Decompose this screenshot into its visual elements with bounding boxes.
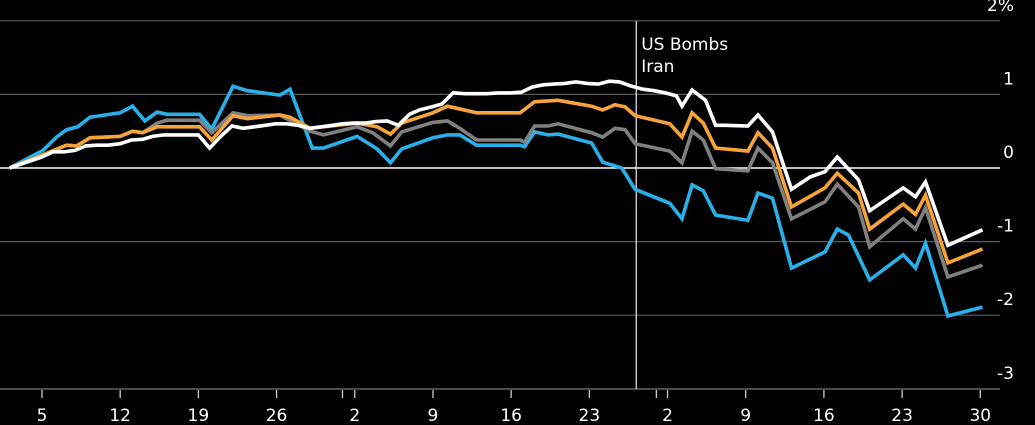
annotation-line-2: Iran <box>641 57 674 77</box>
annotation-line-1: US Bombs <box>641 35 728 55</box>
y-tick-label: -3 <box>997 364 1014 384</box>
series-line-orange <box>8 98 984 266</box>
x-tick-label: 9 <box>428 406 439 425</box>
y-tick-label: 1 <box>1003 69 1014 89</box>
y-tick-label: -1 <box>997 217 1014 237</box>
y-tick-label: 2% <box>987 0 1014 16</box>
series-line-white <box>9 79 984 248</box>
x-tick-label: 19 <box>188 406 210 425</box>
x-tick-label: 12 <box>109 406 131 425</box>
x-tick-label: 5 <box>37 406 48 425</box>
y-tick-label: 0 <box>1003 143 1014 163</box>
x-tick-label: 16 <box>500 406 522 425</box>
x-tick-label: 16 <box>813 406 835 425</box>
x-tick-label: 26 <box>266 406 288 425</box>
event-marker: US Bombs Iran <box>635 21 728 389</box>
gridlines <box>0 20 1000 316</box>
series-line-gray <box>8 110 984 280</box>
x-tick-label: 2 <box>662 406 673 425</box>
x-tick-label: 2 <box>349 406 360 425</box>
x-axis: 5 12 19 26 2 9 16 23 2 9 16 23 30 <box>0 388 1000 425</box>
series-lines <box>8 79 984 319</box>
x-tick-label: 23 <box>891 406 913 425</box>
x-tick-label: 23 <box>579 406 601 425</box>
series-line-blue <box>8 84 983 319</box>
x-tick-label: 30 <box>969 406 991 425</box>
y-axis: 2% 1 0 -1 -2 -3 <box>987 0 1014 384</box>
y-tick-label: -2 <box>997 290 1014 310</box>
x-tick-label: 9 <box>740 406 751 425</box>
